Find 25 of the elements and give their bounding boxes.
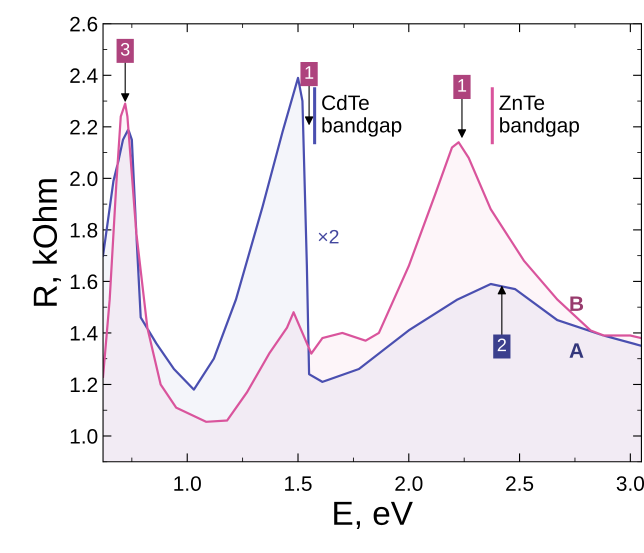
y-axis-title: R, kOhm xyxy=(32,179,62,306)
annotation: ZnTe bandgap xyxy=(499,96,579,137)
x-tick-label: 1.5 xyxy=(285,476,312,491)
x-tick-label: 3.0 xyxy=(616,476,644,491)
y-tick-label: 1.6 xyxy=(70,274,98,290)
x-axis-title: E, eV xyxy=(334,502,413,530)
annotation: 1 xyxy=(458,79,466,92)
x-tick-label: 2.5 xyxy=(506,476,534,491)
y-tick-label: 1.2 xyxy=(70,377,98,392)
y-tick-label: 2.6 xyxy=(70,16,98,32)
y-tick-label: 2.0 xyxy=(70,171,98,186)
y-tick-label: 1.8 xyxy=(70,222,98,238)
annotation: 1 xyxy=(305,66,314,79)
series-label: A xyxy=(570,343,584,358)
y-tick-label: 1.0 xyxy=(70,428,98,444)
y-tick-label: 2.2 xyxy=(70,120,98,134)
annotation: ×2 xyxy=(318,230,339,244)
series-label: B xyxy=(570,296,584,311)
x-tick-label: 2.0 xyxy=(395,476,422,491)
annotation: CdTe bandgap xyxy=(322,94,402,137)
x-tick-label: 1.0 xyxy=(174,476,201,491)
y-tick-label: 1.4 xyxy=(70,326,98,340)
annotation: 2 xyxy=(498,338,506,352)
y-tick-label: 2.4 xyxy=(70,68,98,83)
annotation: 3 xyxy=(120,42,130,56)
